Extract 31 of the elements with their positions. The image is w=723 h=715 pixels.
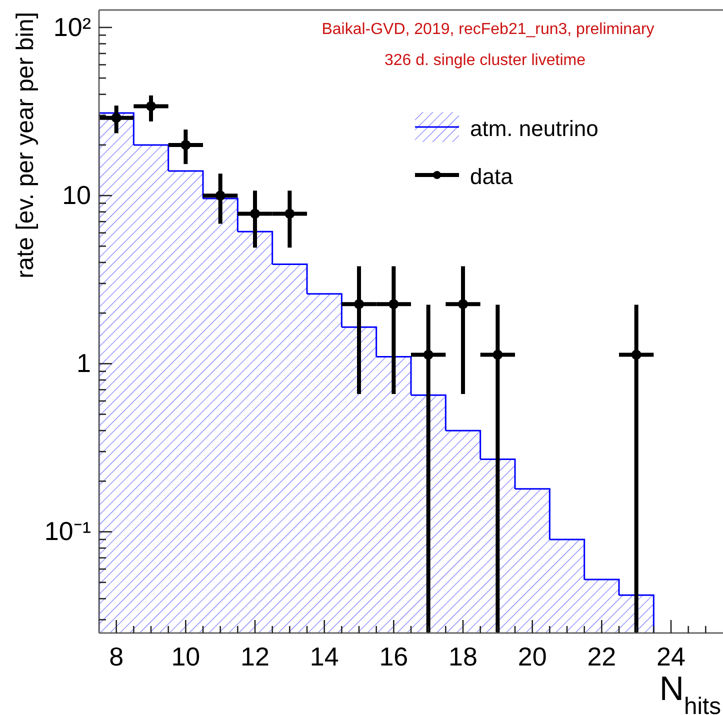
point xyxy=(146,101,156,112)
x-tick-label: 12 xyxy=(240,641,270,672)
legend-label: data xyxy=(470,164,514,189)
x-tick-label: 14 xyxy=(310,641,339,672)
point xyxy=(180,140,191,150)
y-axis-title: rate [ev. per year per bin] xyxy=(12,12,39,278)
x-tick-label: 10 xyxy=(171,641,200,672)
x-tick-label: 24 xyxy=(656,641,686,672)
y-tick-label: 10 xyxy=(62,180,91,210)
legend-label: atm. neutrino xyxy=(470,116,598,141)
point xyxy=(631,350,642,360)
x-tick-label: 18 xyxy=(448,641,478,672)
point xyxy=(284,208,295,219)
point xyxy=(250,208,260,219)
point xyxy=(354,299,364,310)
x-tick-label: 16 xyxy=(379,641,408,672)
point xyxy=(111,112,122,123)
x-axis-title: N$_{hits}$ xyxy=(659,670,722,715)
annotation: Baikal-GVD, 2019, recFeb21_run3, preliminary xyxy=(322,21,654,38)
y-tick-label: 1 xyxy=(76,348,91,378)
point xyxy=(215,190,226,201)
point xyxy=(423,350,434,360)
x-tick-label: 8 xyxy=(109,641,124,672)
y-tick-label: 10⁻¹ xyxy=(44,516,92,546)
y-tick-label: 10² xyxy=(53,12,92,42)
x-tick-label: 20 xyxy=(518,641,547,672)
point xyxy=(458,299,468,310)
x-tick-label: 22 xyxy=(587,641,616,672)
point xyxy=(388,299,399,310)
annotation: 326 d. single cluster livetime xyxy=(384,52,586,69)
point xyxy=(492,350,503,360)
